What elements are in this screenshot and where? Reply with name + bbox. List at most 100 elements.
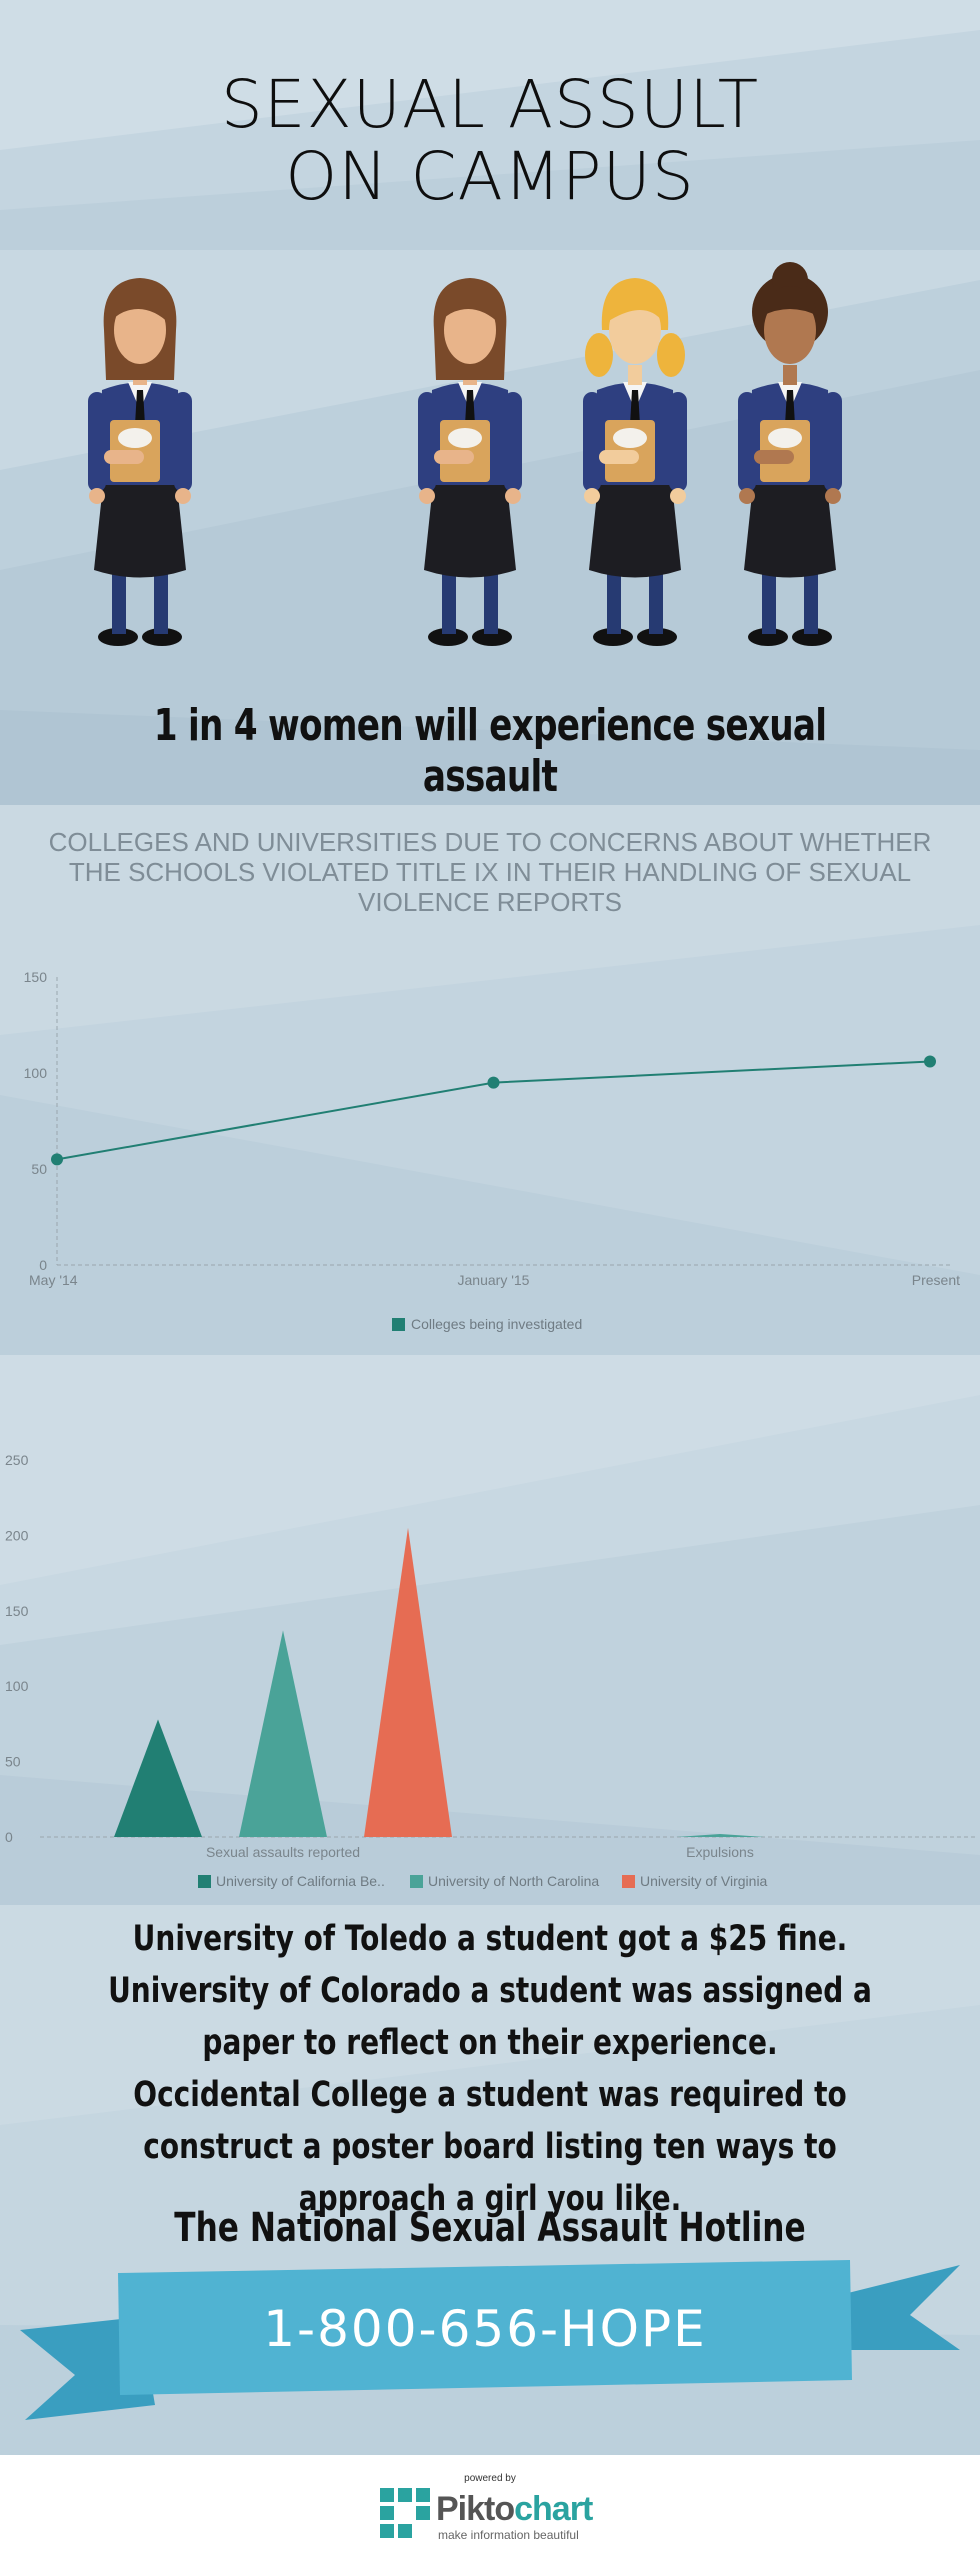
sock-left [607, 572, 621, 634]
arm-left [88, 392, 106, 492]
sock-left [112, 572, 126, 634]
skirt [424, 475, 516, 578]
skirt [744, 475, 836, 578]
face [764, 296, 816, 364]
hand-right [175, 488, 191, 504]
y-tick-label: 50 [31, 1161, 47, 1177]
legend-label: University of Virginia [640, 1873, 768, 1889]
shoe-right [472, 628, 512, 646]
title-section: SEXUAL ASSULT ON CAMPUS [0, 0, 980, 250]
wordmark-chart: chart [514, 2490, 593, 2528]
hand-left [89, 488, 105, 504]
skirt [94, 475, 186, 578]
y-tick-label: 150 [24, 969, 48, 985]
book-label [613, 428, 647, 448]
student-figure-1 [88, 278, 192, 646]
bar-triangle [676, 1833, 764, 1837]
sock-right [649, 572, 663, 634]
arm-right [824, 392, 842, 492]
bar-chart-section: 0 50 100 150 200 250 Sexual assaults reported E… [0, 1355, 980, 1905]
holding-hand [104, 450, 144, 464]
bar-triangle [364, 1527, 452, 1837]
hair-bangs [442, 282, 500, 324]
face [444, 296, 496, 364]
y-tick-label: 100 [5, 1678, 29, 1694]
holding-hand [599, 450, 639, 464]
y-tick-label: 50 [5, 1754, 21, 1770]
hand-right [670, 488, 686, 504]
student-figure-4 [738, 262, 842, 646]
piktochart-wordmark: Piktochart [436, 2490, 593, 2529]
student-figure-3 [583, 278, 687, 646]
piktochart-logo-icon [380, 2488, 430, 2538]
y-tick-label: 100 [24, 1065, 48, 1081]
pigtail-left [585, 333, 613, 377]
arm-left [583, 392, 601, 492]
book-label [118, 428, 152, 448]
book-label [448, 428, 482, 448]
sock-right [484, 572, 498, 634]
sock-right [154, 572, 168, 634]
bar-chart-background [0, 1355, 980, 1905]
legend-swatch [392, 1318, 405, 1331]
hair-bangs [607, 280, 664, 322]
hotline-ribbon [20, 2260, 960, 2420]
shoe-left [98, 628, 138, 646]
x-category-label: Sexual assaults reported [206, 1844, 360, 1860]
y-tick-label: 0 [39, 1257, 47, 1273]
hotline-phone[interactable]: 1-800-656-HOPE [263, 2300, 707, 2358]
y-tick-label: 250 [5, 1452, 29, 1468]
line-chart-section: COLLEGES AND UNIVERSITIES DUE TO CONCERN… [0, 805, 980, 1355]
hotline-label: The National Sexual Assault Hotline [174, 2205, 806, 2251]
x-category-label: Expulsions [686, 1844, 754, 1860]
shoe-right [792, 628, 832, 646]
neck [783, 365, 797, 385]
skirt [589, 475, 681, 578]
statistic-section: 1 in 4 women will experience sexual assa… [0, 250, 980, 805]
title-background [0, 30, 980, 250]
shoe-left [748, 628, 788, 646]
arm-left [738, 392, 756, 492]
legend-swatch [622, 1875, 635, 1888]
hand-left [739, 488, 755, 504]
page-title-line-1: SEXUAL ASSULT [220, 66, 760, 143]
statistic-text: 1 in 4 women will experience sexual assa… [153, 700, 827, 802]
book-label [768, 428, 802, 448]
arm-right [174, 392, 192, 492]
hand-left [419, 488, 435, 504]
holding-hand [434, 450, 474, 464]
wordmark-pikto: Pikto [436, 2490, 515, 2528]
arm-right [669, 392, 687, 492]
y-tick-label: 0 [5, 1829, 13, 1845]
holding-hand [754, 450, 794, 464]
students-illustration [88, 262, 842, 646]
piktochart-tagline: make information beautiful [438, 2528, 579, 2542]
shoe-left [593, 628, 633, 646]
story-colorado: University of Colorado a student was ass… [108, 1971, 872, 2063]
y-tick-label: 150 [5, 1603, 29, 1619]
legend-label: University of North Carolina [428, 1873, 599, 1889]
legend-swatch [198, 1875, 211, 1888]
data-point [487, 1076, 500, 1089]
hair-bangs [762, 286, 818, 316]
neck [628, 365, 642, 385]
legend-label: Colleges being investigated [411, 1316, 582, 1332]
x-tick-label: January '15 [458, 1272, 530, 1288]
stories-section: University of Toledo a student got a $25… [0, 1905, 980, 2455]
arm-left [418, 392, 436, 492]
line-chart-background [0, 805, 980, 1355]
y-tick-label: 200 [5, 1527, 29, 1543]
bar-triangle [114, 1719, 202, 1837]
piktochart-logo[interactable]: Piktochart make information beautiful [380, 2488, 620, 2548]
data-point [924, 1055, 936, 1068]
series-line [56, 1060, 931, 1161]
page-title-line-2: ON CAMPUS [285, 138, 695, 215]
bar-chart: 0 50 100 150 200 250 Sexual assaults reported E… [5, 1452, 975, 1889]
x-tick-label: May '14 [29, 1272, 78, 1288]
arm-right [504, 392, 522, 492]
student-figure-2 [418, 278, 522, 646]
shoe-right [637, 628, 677, 646]
footer: powered by Piktochart make information b… [0, 2455, 980, 2557]
legend-label: University of California Be.. [216, 1873, 385, 1889]
